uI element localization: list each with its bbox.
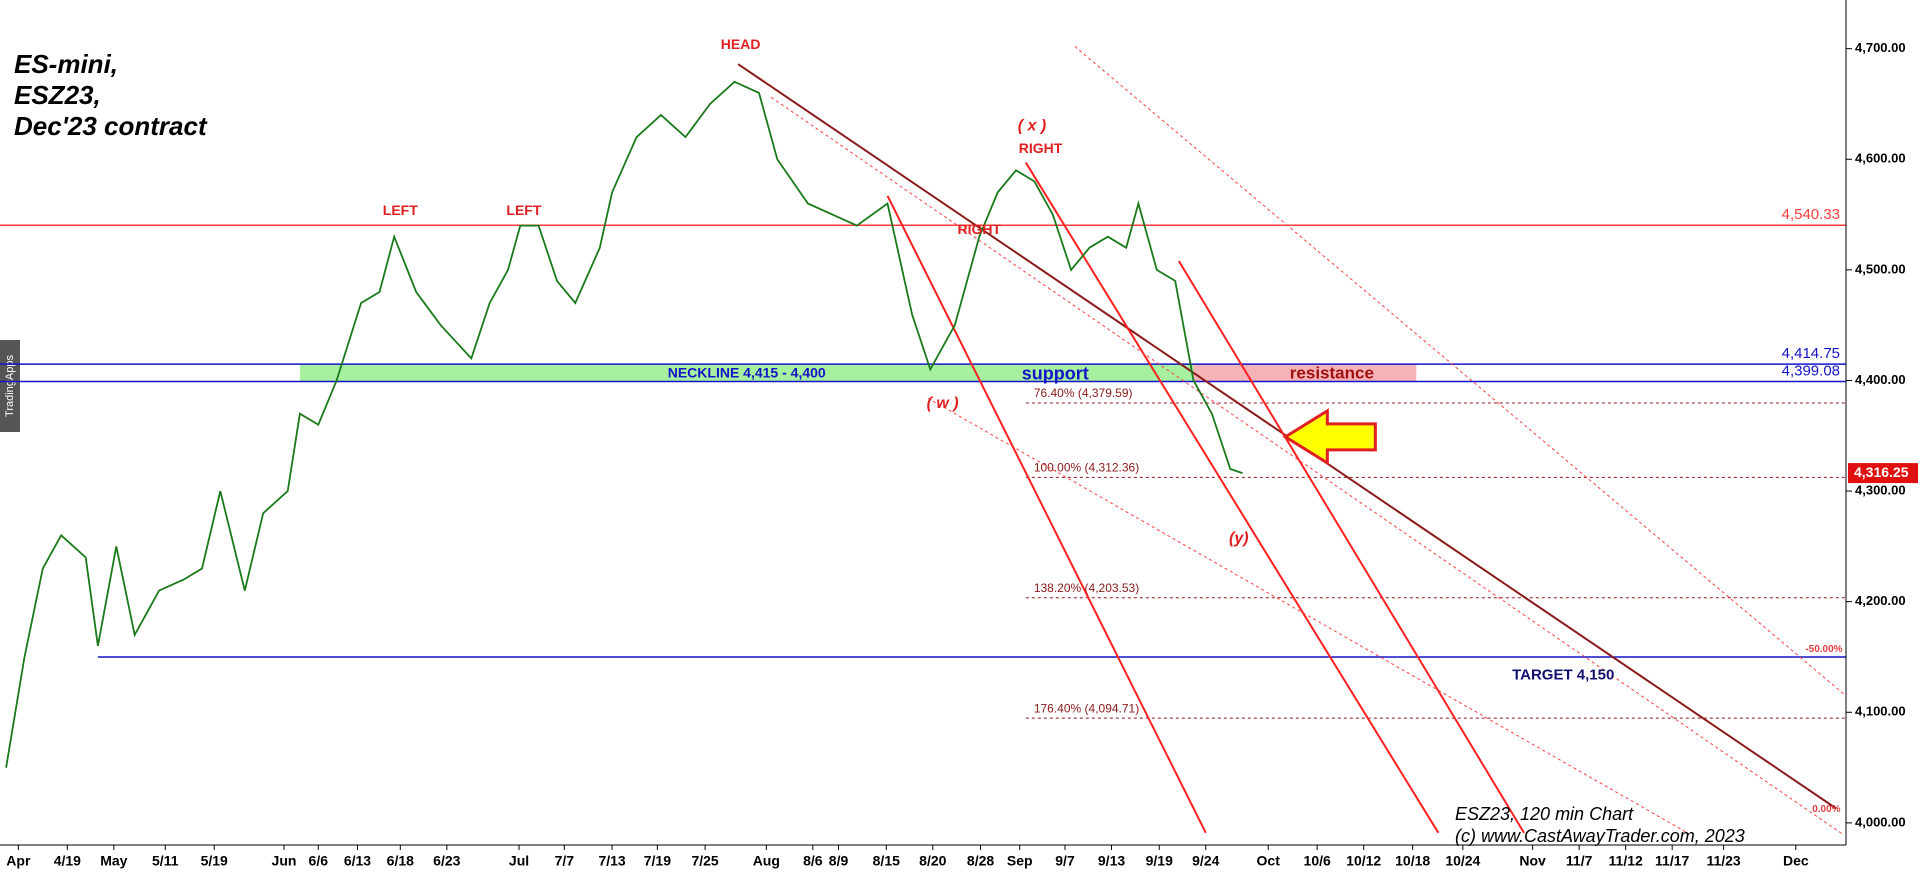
price-line bbox=[5, 80, 1243, 768]
x-tick-label: Aug bbox=[753, 853, 780, 869]
x-tick-label: 8/6 bbox=[803, 853, 823, 869]
x-tick-label: 8/15 bbox=[873, 853, 900, 869]
fib-label: 76.40% (4,379.59) bbox=[1034, 386, 1133, 400]
x-tick-label: 10/24 bbox=[1445, 853, 1480, 869]
x-tick-label: 7/19 bbox=[644, 853, 671, 869]
watermark: TradingApps bbox=[4, 355, 16, 417]
x-tick-label: 11/23 bbox=[1706, 853, 1740, 869]
x-tick-label: 5/19 bbox=[201, 853, 228, 869]
x-tick-label: 8/20 bbox=[919, 853, 946, 869]
last-price-tag bbox=[1848, 463, 1918, 484]
y-tick-label: 4,000.00 bbox=[1855, 814, 1906, 829]
annotation: RIGHT bbox=[958, 221, 1002, 237]
y-tick-label: 4,600.00 bbox=[1855, 151, 1906, 166]
plot: 4,540.33 4,414.754,399.08 76.40% (4,379.59… bbox=[0, 36, 1846, 835]
fib-label: 138.20% (4,203.53) bbox=[1034, 581, 1139, 595]
x-tick-label: Nov bbox=[1519, 853, 1546, 869]
annotation: RIGHT bbox=[1019, 140, 1063, 156]
note: (c) www.CastAwayTrader.com, 2023 bbox=[1455, 826, 1745, 846]
annotation: NECKLINE 4,415 - 4,400 bbox=[668, 365, 826, 381]
x-tick-label: 11/17 bbox=[1655, 853, 1689, 869]
x-tick-label: Apr bbox=[6, 853, 31, 869]
annotation: LEFT bbox=[506, 202, 541, 218]
x-tick-label: 4/19 bbox=[54, 853, 81, 869]
x-tick-label: 7/13 bbox=[598, 853, 625, 869]
x-tick-label: 6/13 bbox=[344, 853, 371, 869]
arrow bbox=[1282, 408, 1377, 466]
x-tick-label: Sep bbox=[1007, 853, 1033, 869]
x-tick-label: 9/24 bbox=[1192, 853, 1219, 869]
note: ESZ23, 120 min Chart bbox=[1455, 804, 1634, 824]
y-tick-label: 4,100.00 bbox=[1855, 704, 1906, 719]
y-tick-label: 4,300.00 bbox=[1855, 483, 1906, 498]
trendline bbox=[886, 195, 1207, 834]
level-label: 4,414.75 bbox=[1782, 345, 1840, 362]
x-tick-label: 11/12 bbox=[1609, 853, 1643, 869]
annotation: TARGET 4,150 bbox=[1512, 667, 1614, 684]
y-tick-label: 4,400.00 bbox=[1855, 372, 1906, 387]
level-label: 4,540.33 bbox=[1782, 206, 1840, 223]
x-tick-label: Dec bbox=[1783, 853, 1809, 869]
level-label: 4,399.08 bbox=[1782, 362, 1840, 379]
chart-title: ES-mini, bbox=[14, 49, 118, 79]
chart-title: Dec'23 contract bbox=[14, 111, 208, 141]
x-tick-label: 7/7 bbox=[555, 853, 575, 869]
annotation: support bbox=[1022, 364, 1089, 384]
annotation: -50.00% bbox=[1805, 644, 1842, 655]
x-tick-label: May bbox=[100, 853, 127, 869]
trendline bbox=[770, 96, 1843, 835]
x-tick-label: 9/19 bbox=[1146, 853, 1173, 869]
x-tick-label: 6/6 bbox=[309, 853, 329, 869]
trendline bbox=[1177, 260, 1525, 834]
fib-label: 176.40% (4,094.71) bbox=[1034, 701, 1139, 715]
annotation: (y) bbox=[1229, 530, 1249, 547]
x-tick-label: 10/18 bbox=[1395, 853, 1430, 869]
x-tick-label: 5/11 bbox=[152, 853, 179, 869]
chart-title: ESZ23, bbox=[14, 80, 101, 110]
x-tick-label: 6/18 bbox=[387, 853, 414, 869]
annotation: ( w ) bbox=[927, 395, 959, 412]
trendline bbox=[1024, 162, 1440, 834]
x-tick-label: 7/25 bbox=[691, 853, 718, 869]
x-tick-label: 10/12 bbox=[1346, 853, 1381, 869]
trendline bbox=[927, 397, 1690, 835]
x-tick-label: Jul bbox=[509, 853, 529, 869]
annotation: 0.00% bbox=[1812, 804, 1840, 815]
x-tick-label: 11/7 bbox=[1566, 853, 1593, 869]
trendline bbox=[1074, 46, 1846, 697]
x-tick-label: 6/23 bbox=[433, 853, 460, 869]
x-tick-label: 8/28 bbox=[967, 853, 994, 869]
x-tick-label: Jun bbox=[272, 853, 297, 869]
watermark-tab bbox=[0, 340, 20, 432]
x-tick-label: 9/13 bbox=[1098, 853, 1125, 869]
zone bbox=[299, 364, 1194, 382]
annotation: LEFT bbox=[383, 202, 418, 218]
x-tick-label: 10/6 bbox=[1304, 853, 1331, 869]
last-price-label: 4,316.25 bbox=[1854, 464, 1909, 480]
x-tick-label: Oct bbox=[1257, 853, 1281, 869]
annotation: ( x ) bbox=[1018, 117, 1046, 134]
fib-label: 100.00% (4,312.36) bbox=[1034, 461, 1139, 475]
y-tick-label: 4,500.00 bbox=[1855, 261, 1906, 276]
x-tick-label: 9/7 bbox=[1055, 853, 1075, 869]
y-tick-label: 4,700.00 bbox=[1855, 40, 1906, 55]
y-tick-label: 4,200.00 bbox=[1855, 593, 1906, 608]
x-tick-label: 8/9 bbox=[829, 853, 849, 869]
annotation: HEAD bbox=[721, 36, 761, 52]
annotation: resistance bbox=[1290, 363, 1374, 382]
